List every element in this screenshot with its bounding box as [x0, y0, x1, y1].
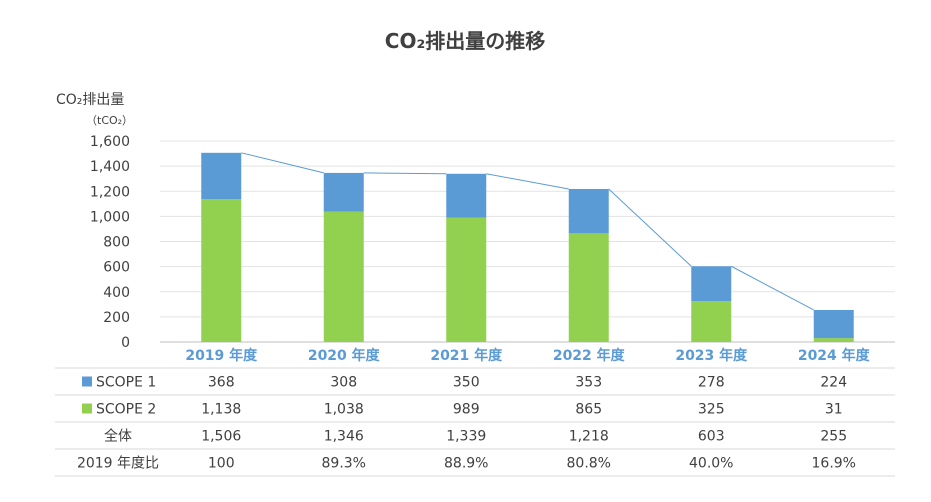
x-category-label: 2023 年度: [675, 347, 748, 364]
table-row-label: 2019 年度比: [77, 456, 159, 472]
y-tick-label: 800: [103, 235, 130, 251]
x-category-label: 2024 年度: [798, 347, 871, 364]
table-cell: 31: [825, 402, 843, 418]
y-axis-label: CO₂排出量: [56, 92, 124, 108]
chart-title: CO₂排出量の推移: [385, 29, 545, 53]
table-cell: 1,346: [324, 429, 364, 445]
y-tick-label: 0: [121, 335, 130, 351]
y-tick-label: 600: [103, 260, 130, 276]
legend-swatch: [82, 376, 92, 387]
table-cell: 100: [208, 456, 235, 472]
bar-scope2: [446, 217, 487, 342]
total-line-segment: [608, 188, 692, 267]
bar-scope2: [568, 233, 609, 342]
y-tick-label: 1,400: [90, 159, 130, 175]
table-cell: 989: [453, 402, 480, 418]
total-line-segment: [731, 265, 814, 311]
bar-scope2: [323, 211, 364, 342]
bar-scope1: [568, 188, 609, 234]
table-cell: 255: [820, 429, 847, 445]
total-line-segment: [363, 172, 447, 175]
table-row-label: SCOPE 2: [96, 402, 156, 418]
y-tick-label: 1,600: [90, 134, 130, 150]
total-line-segment: [486, 173, 569, 190]
table-cell: 1,339: [446, 429, 486, 445]
bar-scope2: [813, 338, 854, 342]
legend-swatch: [82, 403, 92, 414]
table-cell: 88.9%: [444, 456, 488, 472]
x-category-label: 2019 年度: [185, 347, 258, 364]
bar-scope2: [201, 199, 242, 342]
table-cell: 89.3%: [322, 456, 366, 472]
x-category-labels: 2019 年度 2020 年度 2021 年度 2022 年度 2023 年度 2024 …: [185, 347, 870, 364]
y-tick-label: 1,000: [90, 209, 130, 225]
bar-scope1: [446, 173, 487, 218]
table-cell: 865: [575, 402, 602, 418]
table-cell: 278: [698, 375, 725, 391]
table-cell: 368: [208, 375, 235, 391]
y-tick-label: 1,200: [90, 184, 130, 200]
table-cell: 1,038: [324, 402, 364, 418]
x-category-label: 2020 年度: [308, 347, 381, 364]
table-cell: 325: [698, 402, 725, 418]
bar-scope1: [691, 266, 732, 302]
table-cell: 1,138: [201, 402, 241, 418]
table-cell: 603: [698, 429, 725, 445]
table-cell: 308: [330, 375, 357, 391]
table-cell: 350: [453, 375, 480, 391]
y-axis-unit: （tCO₂）: [86, 114, 133, 127]
total-line: [241, 152, 814, 311]
bar-scope2: [691, 301, 732, 342]
x-category-label: 2022 年度: [553, 347, 626, 364]
total-line-segment: [241, 152, 324, 174]
bar-scope1: [201, 152, 242, 200]
table-row-label: 全体: [104, 428, 132, 445]
table-cell: 80.8%: [567, 456, 611, 472]
table-cell: 1,218: [569, 429, 609, 445]
table-row-label: SCOPE 1: [96, 375, 156, 391]
y-tick-label: 200: [103, 310, 130, 326]
bar-scope1: [813, 309, 854, 339]
table-cell: 224: [820, 375, 847, 391]
bar-scope1: [323, 172, 364, 212]
gridlines: [160, 140, 895, 343]
x-category-label: 2021 年度: [430, 347, 503, 364]
table-cell: 40.0%: [689, 456, 733, 472]
y-tick-label: 400: [103, 285, 130, 301]
stacked-bars: [201, 152, 854, 342]
table-cell: 353: [575, 375, 602, 391]
table-cell: 1,506: [201, 429, 241, 445]
y-tick-labels: 0 200 400 600 800 1,000 1,200 1,400 1,600: [90, 134, 130, 351]
table-cell: 16.9%: [812, 456, 856, 472]
data-table: SCOPE 1 368 308 350 353 278 224 SCOPE 2 1,138 1,0…: [55, 367, 895, 477]
